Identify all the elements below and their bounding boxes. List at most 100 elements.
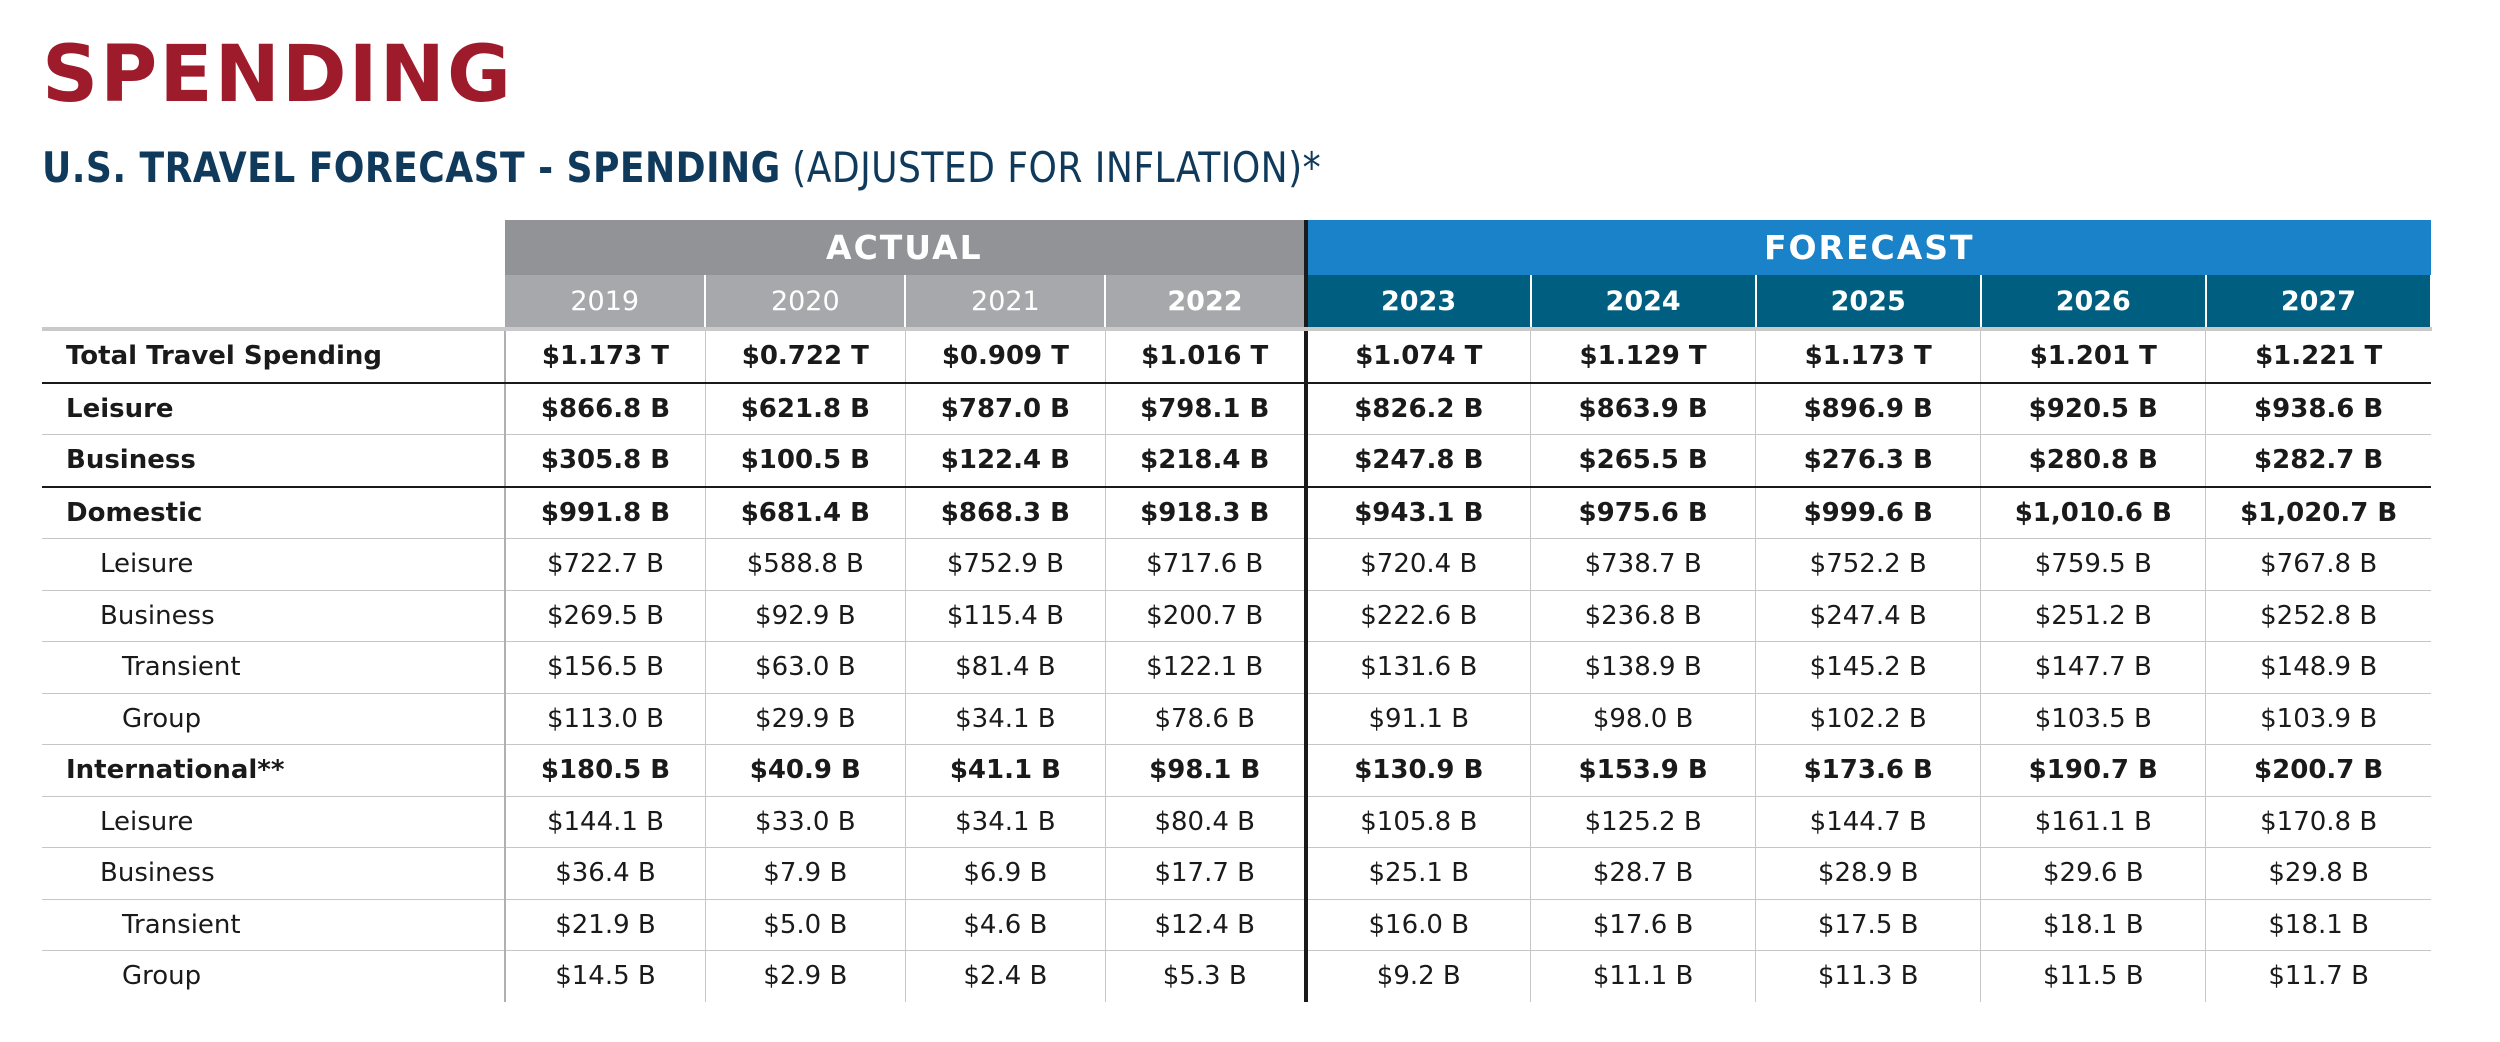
value-cell: $25.1 B (1303, 847, 1532, 900)
value-cell: $1.173 T (1755, 329, 1982, 384)
value-cell: $621.8 B (705, 382, 906, 435)
value-cell: $18.1 B (1980, 899, 2207, 951)
value-cell: $40.9 B (705, 744, 906, 797)
value-cell: $787.0 B (905, 382, 1106, 435)
value-cell: $5.0 B (705, 899, 906, 951)
row-label: Total Travel Spending (42, 329, 507, 384)
value-cell: $170.8 B (2205, 796, 2431, 848)
value-cell: $720.4 B (1303, 538, 1532, 591)
value-cell: $131.6 B (1303, 641, 1532, 694)
value-cell: $2.9 B (705, 950, 906, 1002)
year-header: 2022 (1105, 275, 1307, 331)
value-cell: $98.1 B (1105, 744, 1307, 797)
year-header: 2020 (705, 275, 907, 331)
value-cell: $122.4 B (905, 434, 1106, 488)
value-cell: $138.9 B (1530, 641, 1757, 694)
table-row: Group $113.0 B $29.9 B $34.1 B $78.6 B $91.1 … (42, 693, 2431, 745)
value-cell: $144.1 B (505, 796, 706, 848)
value-cell: $125.2 B (1530, 796, 1757, 848)
row-label: Business (42, 847, 507, 900)
year-header: 2026 (1980, 275, 2207, 331)
value-cell: $918.3 B (1105, 486, 1307, 539)
row-label: International** (42, 744, 507, 797)
row-label: Transient (42, 899, 507, 951)
value-cell: $34.1 B (905, 693, 1106, 745)
value-cell: $100.5 B (705, 434, 906, 488)
value-cell: $17.5 B (1755, 899, 1982, 951)
year-header: 2025 (1755, 275, 1982, 331)
value-cell: $722.7 B (505, 538, 706, 591)
value-cell: $798.1 B (1105, 382, 1307, 435)
year-header-blank (42, 275, 506, 331)
value-cell: $247.4 B (1755, 590, 1982, 642)
row-label: Leisure (42, 538, 507, 591)
spending-forecast-table: ACTUAL FORECAST 2019 2020 2021 2022 2023… (42, 220, 2433, 1002)
group-header-row: ACTUAL FORECAST (42, 220, 2431, 275)
value-cell: $17.7 B (1105, 847, 1307, 900)
value-cell: $305.8 B (505, 434, 706, 488)
value-cell: $280.8 B (1980, 434, 2207, 488)
value-cell: $1.221 T (2205, 329, 2431, 384)
year-header: 2024 (1530, 275, 1757, 331)
value-cell: $113.0 B (505, 693, 706, 745)
value-cell: $11.5 B (1980, 950, 2207, 1002)
value-cell: $269.5 B (505, 590, 706, 642)
year-header-row: 2019 2020 2021 2022 2023 2024 2025 2026 … (42, 275, 2433, 331)
value-cell: $868.3 B (905, 486, 1106, 539)
table-body: Total Travel Spending $1.173 T $0.722 T $0.… (42, 329, 2431, 1002)
value-cell: $11.3 B (1755, 950, 1982, 1002)
value-cell: $12.4 B (1105, 899, 1307, 951)
value-cell: $5.3 B (1105, 950, 1307, 1002)
value-cell: $236.8 B (1530, 590, 1757, 642)
value-cell: $752.2 B (1755, 538, 1982, 591)
value-cell: $91.1 B (1303, 693, 1532, 745)
value-cell: $588.8 B (705, 538, 906, 591)
value-cell: $102.2 B (1755, 693, 1982, 745)
value-cell: $938.6 B (2205, 382, 2431, 435)
table-row: Business $36.4 B $7.9 B $6.9 B $17.7 B $25.1 … (42, 847, 2431, 900)
value-cell: $6.9 B (905, 847, 1106, 900)
value-cell: $975.6 B (1530, 486, 1757, 539)
value-cell: $0.722 T (705, 329, 906, 384)
value-cell: $247.8 B (1303, 434, 1532, 488)
value-cell: $759.5 B (1980, 538, 2207, 591)
value-cell: $826.2 B (1303, 382, 1532, 435)
value-cell: $148.9 B (2205, 641, 2431, 694)
year-header: 2021 (905, 275, 1107, 331)
value-cell: $14.5 B (505, 950, 706, 1002)
table-row: Business $305.8 B $100.5 B $122.4 B $218.4 B… (42, 434, 2431, 488)
value-cell: $156.5 B (505, 641, 706, 694)
value-cell: $130.9 B (1303, 744, 1532, 797)
header-blank (42, 220, 506, 275)
value-cell: $28.7 B (1530, 847, 1757, 900)
forecast-group-header: FORECAST (1303, 220, 2431, 275)
value-cell: $999.6 B (1755, 486, 1982, 539)
row-label: Leisure (42, 382, 507, 435)
table-row: Domestic $991.8 B $681.4 B $868.3 B $918.3 B… (42, 486, 2431, 539)
value-cell: $200.7 B (2205, 744, 2431, 797)
table-subtitle: U.S. TRAVEL FORECAST - SPENDING (ADJUSTE… (42, 147, 1321, 189)
value-cell: $681.4 B (705, 486, 906, 539)
value-cell: $18.1 B (2205, 899, 2431, 951)
value-cell: $1.016 T (1105, 329, 1307, 384)
table-row: International** $180.5 B $40.9 B $41.1 B $98… (42, 744, 2431, 797)
value-cell: $29.6 B (1980, 847, 2207, 900)
value-cell: $33.0 B (705, 796, 906, 848)
row-label: Domestic (42, 486, 507, 539)
value-cell: $161.1 B (1980, 796, 2207, 848)
year-header: 2019 (505, 275, 707, 331)
value-cell: $98.0 B (1530, 693, 1757, 745)
page-title: SPENDING (42, 30, 513, 120)
value-cell: $103.9 B (2205, 693, 2431, 745)
table-row: Group $14.5 B $2.9 B $2.4 B $5.3 B $9.2 B $11.… (42, 950, 2431, 1002)
value-cell: $251.2 B (1980, 590, 2207, 642)
row-label: Group (42, 693, 507, 745)
value-cell: $78.6 B (1105, 693, 1307, 745)
value-cell: $200.7 B (1105, 590, 1307, 642)
year-header: 2023 (1303, 275, 1532, 331)
value-cell: $920.5 B (1980, 382, 2207, 435)
value-cell: $103.5 B (1980, 693, 2207, 745)
value-cell: $11.7 B (2268, 961, 2369, 992)
value-cell: $4.6 B (905, 899, 1106, 951)
table-row: Transient $156.5 B $63.0 B $81.4 B $122.1 B $… (42, 641, 2431, 694)
